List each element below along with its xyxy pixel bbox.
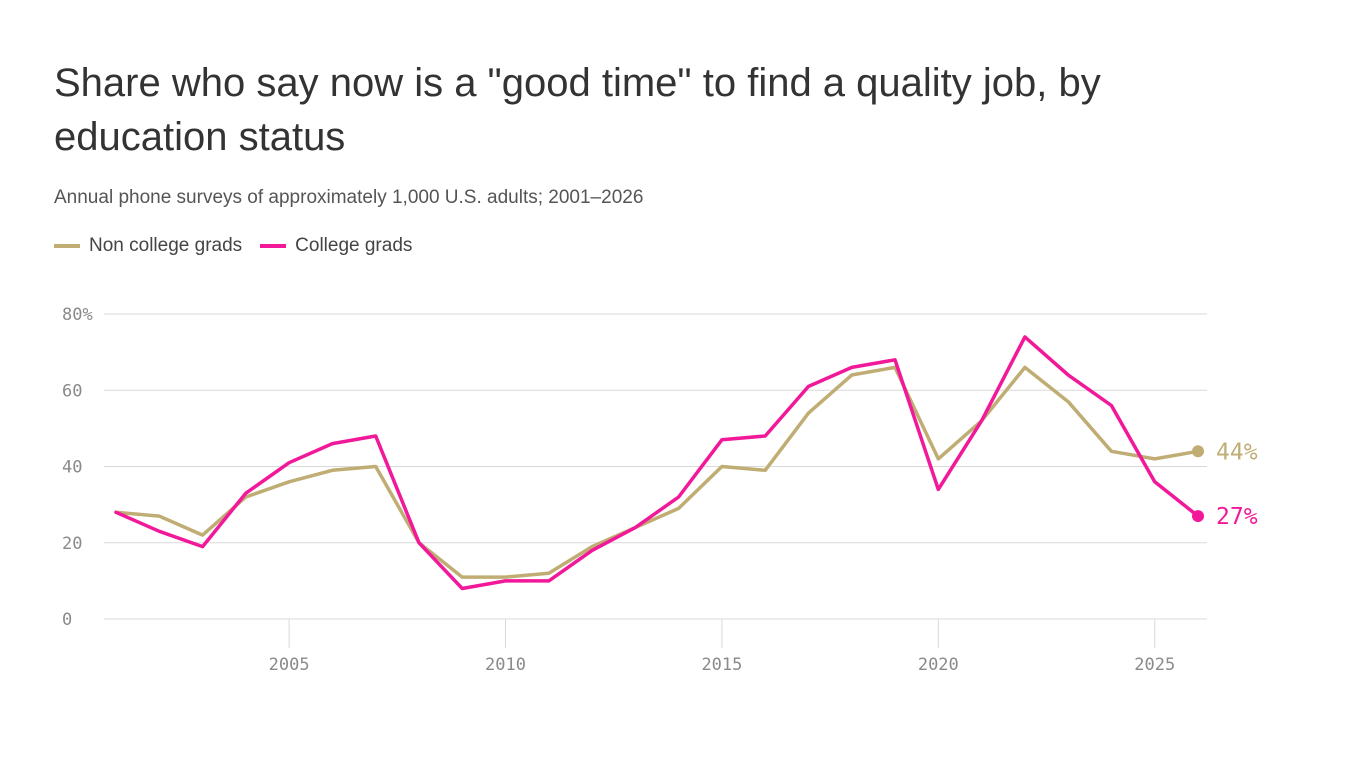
data-point-non-college-2017 [806,411,810,415]
data-point-non-college-2006 [330,468,334,472]
data-point-college-2011 [547,579,551,583]
legend-label-college: College grads [295,235,413,256]
data-point-college-2002 [157,529,161,533]
chart-subtitle: Annual phone surveys of approximately 1,… [54,187,644,208]
data-point-college-2020 [936,487,940,491]
data-point-non-college-2024 [1109,449,1113,453]
data-point-non-college-2016 [763,468,767,472]
data-point-college-2018 [850,365,854,369]
data-point-college-2005 [287,461,291,465]
data-point-non-college-2005 [287,480,291,484]
data-point-college-2021 [980,419,984,423]
x-tick-label-2015: 2015 [701,655,742,675]
end-label-college: 27% [1216,504,1258,530]
data-point-college-2024 [1109,404,1113,408]
data-point-college-2015 [720,438,724,442]
data-point-non-college-2009 [460,575,464,579]
chart-title: Share who say now is a "good time" to fi… [54,61,1101,159]
data-point-non-college-2007 [374,465,378,469]
data-point-non-college-2011 [547,571,551,575]
legend-swatch-college [260,244,287,248]
data-point-college-2013 [633,526,637,530]
legend-item-non-college: Non college grads [54,235,242,257]
end-marker-non-college [1192,445,1204,458]
data-point-college-2017 [806,384,810,388]
data-point-non-college-2002 [157,514,161,518]
data-point-non-college-2025 [1153,457,1157,461]
legend: Non college grads College grads [54,235,430,257]
series-line-college [114,335,1200,591]
end-marker-college [1192,510,1204,523]
data-point-college-2012 [590,548,594,552]
data-point-college-2010 [504,579,508,583]
data-point-non-college-2020 [936,457,940,461]
y-tick-label-40: 40 [62,458,82,478]
y-tick-label-80: 80% [62,305,93,325]
data-point-college-2004 [244,491,248,495]
y-tick-label-0: 0 [62,610,72,630]
data-point-non-college-2023 [1066,400,1070,404]
data-point-non-college-2010 [504,575,508,579]
data-point-college-2003 [201,545,205,549]
data-point-college-2008 [417,541,421,545]
x-tick-label-2005: 2005 [269,655,310,675]
legend-label-non-college: Non college grads [89,235,243,256]
y-tick-label-20: 20 [62,534,82,554]
data-point-college-2025 [1153,480,1157,484]
data-point-college-2023 [1066,373,1070,377]
x-tick-label-2010: 2010 [485,655,526,675]
data-point-college-2014 [677,495,681,499]
legend-swatch-non-college [54,244,80,248]
data-point-college-2006 [330,442,334,446]
data-point-non-college-2022 [1023,365,1027,369]
x-tick-label-2020: 2020 [918,655,959,675]
data-point-non-college-2015 [720,465,724,469]
data-point-college-2022 [1023,335,1027,339]
data-point-non-college-2014 [677,506,681,510]
end-label-non-college: 44% [1216,439,1258,465]
data-point-non-college-2003 [201,533,205,537]
data-point-college-2016 [763,434,767,438]
y-tick-label-60: 60 [62,381,82,401]
data-point-college-2009 [460,587,464,591]
legend-item-college: College grads [260,235,412,257]
data-point-college-2019 [893,358,897,362]
series-line-non-college [114,365,1200,579]
data-point-non-college-2018 [850,373,854,377]
x-tick-label-2025: 2025 [1134,655,1175,675]
data-point-college-2007 [374,434,378,438]
data-point-college-2001 [114,510,118,514]
